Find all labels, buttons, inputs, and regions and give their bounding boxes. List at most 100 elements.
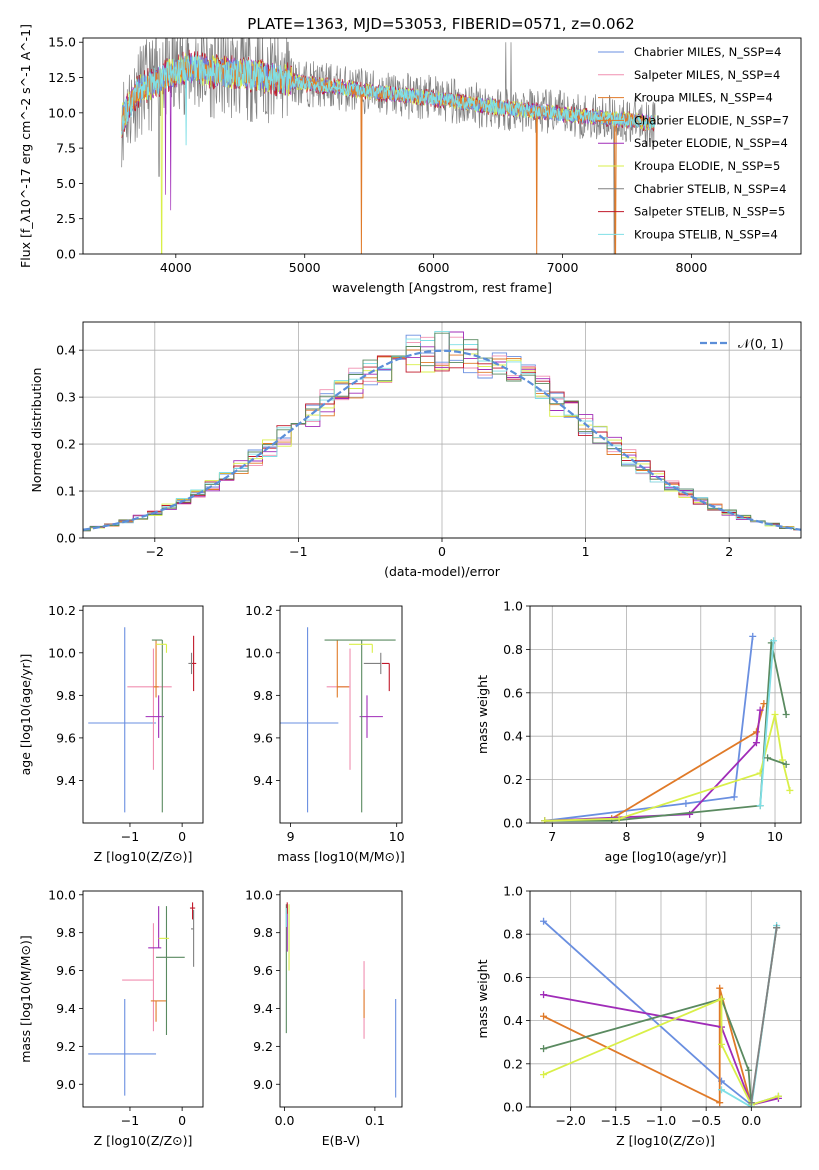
legend-label: Chabrier STELIB, N_SSP=4 <box>634 182 786 196</box>
y-tick-label: 9.4 <box>253 773 273 788</box>
y-tick-label: 9.2 <box>253 1039 273 1054</box>
y-tick-label: 9.8 <box>56 688 76 703</box>
axes-frame <box>529 605 802 824</box>
histogram-series <box>83 336 801 532</box>
x-axis-label: age [log10(age/yr)] <box>605 849 727 864</box>
weight-marker <box>752 739 760 747</box>
weight-line <box>767 757 787 766</box>
weight-marker <box>786 786 794 794</box>
x-axis-label: E(B-V) <box>322 1133 361 1148</box>
y-tick-label: 9.4 <box>56 773 76 788</box>
x-tick-label: −2.0 <box>555 1113 585 1128</box>
y-tick-label: 0.6 <box>503 685 523 700</box>
weight-marker <box>540 1045 548 1053</box>
weight-marker <box>756 802 764 810</box>
panel-mass-vs-ebv: 0.0 0.1 9.0 9.2 9.4 9.6 9.8 10.0 E(B-V) <box>245 887 403 1148</box>
weight-marker <box>540 1012 548 1020</box>
panel-massweight-vs-Z: −2.0 −1.5 −1.0 −0.5 0.0 0.0 0.2 0.4 0.6 0.8 1.0 Z [… <box>475 884 802 1148</box>
legend-label: Kroupa ELODIE, N_SSP=5 <box>634 159 780 173</box>
y-tick-label: 9.8 <box>253 925 273 940</box>
y-tick-label: 0.1 <box>56 484 76 499</box>
y-axis-label: Flux [f_λ10^-17 erg cm^-2 s^-1 A^-1] <box>18 24 33 268</box>
x-tick-label: −0.5 <box>691 1113 721 1128</box>
y-axis-label: Normed distribution <box>29 368 44 493</box>
spectrum-line <box>121 55 656 146</box>
plot-area <box>285 902 397 1098</box>
weight-marker <box>782 760 790 768</box>
figure-title: PLATE=1363, MJD=53053, FIBERID=0571, z=0… <box>247 15 634 33</box>
x-tick-label: 7 <box>548 829 556 844</box>
y-tick-label: 15.0 <box>48 35 76 50</box>
gaussian-curve <box>83 349 801 531</box>
x-axis-label: Z [log10(Z/Z⊙)] <box>94 849 193 864</box>
weight-line <box>544 636 754 822</box>
y-tick-label: 9.2 <box>56 1039 76 1054</box>
weight-marker <box>540 1071 548 1079</box>
y-tick-label: 9.6 <box>253 963 273 978</box>
x-tick-label: 0.0 <box>741 1113 761 1128</box>
x-tick-label: 5000 <box>289 260 321 275</box>
plot-area <box>541 632 794 823</box>
y-tick-label: 0.8 <box>503 642 523 657</box>
weight-marker <box>760 700 768 708</box>
legend-label: Chabrier MILES, N_SSP=4 <box>634 45 781 59</box>
x-tick-label: 4000 <box>160 260 192 275</box>
x-tick-label: 0.1 <box>365 1113 385 1128</box>
y-tick-label: 10.2 <box>48 603 76 618</box>
y-tick-label: 10.0 <box>245 645 273 660</box>
x-tick-label: −1.5 <box>601 1113 631 1128</box>
x-axis-label: (data-model)/error <box>384 564 501 579</box>
plot-area <box>83 330 801 532</box>
y-tick-label: 9.4 <box>253 1001 273 1016</box>
axes-frame <box>82 37 802 255</box>
legend-label: Chabrier ELODIE, N_SSP=7 <box>634 113 789 127</box>
plot-area <box>88 902 196 1096</box>
x-axis-label: wavelength [Angstrom, rest frame] <box>332 280 552 295</box>
y-tick-label: 12.5 <box>48 70 76 85</box>
weight-marker <box>773 924 781 932</box>
y-tick-label: 5.0 <box>56 176 76 191</box>
weight-marker <box>771 711 779 718</box>
panel-spectrum: 4000 5000 6000 7000 8000 0.0 2.5 5.0 7.5 10.0 12.5… <box>18 24 802 295</box>
y-tick-label: 0.0 <box>56 247 76 262</box>
x-tick-label: 2 <box>725 544 733 559</box>
x-tick-label: 9 <box>287 829 295 844</box>
x-tick-label: 10 <box>767 829 783 844</box>
x-tick-label: 8000 <box>676 260 708 275</box>
weight-line <box>544 642 788 822</box>
panel-residuals: −2 −1 0 1 2 0.0 0.1 0.2 0.3 0.4 (data-model)/error… <box>29 321 802 579</box>
y-tick-label: 9.6 <box>56 963 76 978</box>
x-axis-label: mass [log10(M/M⊙)] <box>277 849 405 864</box>
weight-marker <box>749 632 757 640</box>
weight-marker <box>540 917 548 925</box>
weight-marker <box>745 1066 753 1074</box>
x-tick-label: 9 <box>697 829 705 844</box>
weight-line <box>544 703 765 822</box>
y-tick-label: 0.8 <box>503 927 523 942</box>
y-tick-label: 0.4 <box>503 729 523 744</box>
y-tick-label: 1.0 <box>503 599 523 614</box>
x-tick-label: 7000 <box>547 260 579 275</box>
y-tick-label: 7.5 <box>56 141 76 156</box>
plot-area <box>280 627 396 813</box>
plot-area <box>540 917 782 1107</box>
y-tick-label: 10.0 <box>48 645 76 660</box>
x-tick-label: −1 <box>121 829 139 844</box>
legend-label: Salpeter MILES, N_SSP=4 <box>634 68 780 82</box>
x-tick-label: 6000 <box>418 260 450 275</box>
weight-marker <box>718 995 726 1003</box>
histogram-series <box>83 348 801 532</box>
weight-marker <box>747 1099 755 1107</box>
weight-marker <box>718 1040 726 1048</box>
plot-area <box>88 627 197 813</box>
x-tick-label: 0 <box>438 544 446 559</box>
y-tick-label: 0.4 <box>56 343 76 358</box>
legend-label: Salpeter ELODIE, N_SSP=4 <box>634 136 788 150</box>
panel-mass-vs-Z: −1 0 9.0 9.2 9.4 9.6 9.8 10.0 Z [log10(Z/Z⊙)] mas… <box>18 887 204 1148</box>
y-tick-label: 9.6 <box>56 730 76 745</box>
y-tick-label: 10.0 <box>48 887 76 902</box>
weight-marker <box>730 793 738 801</box>
weight-marker <box>782 711 790 718</box>
y-tick-label: 0.0 <box>503 816 523 831</box>
legend-label: Salpeter STELIB, N_SSP=5 <box>634 205 785 219</box>
